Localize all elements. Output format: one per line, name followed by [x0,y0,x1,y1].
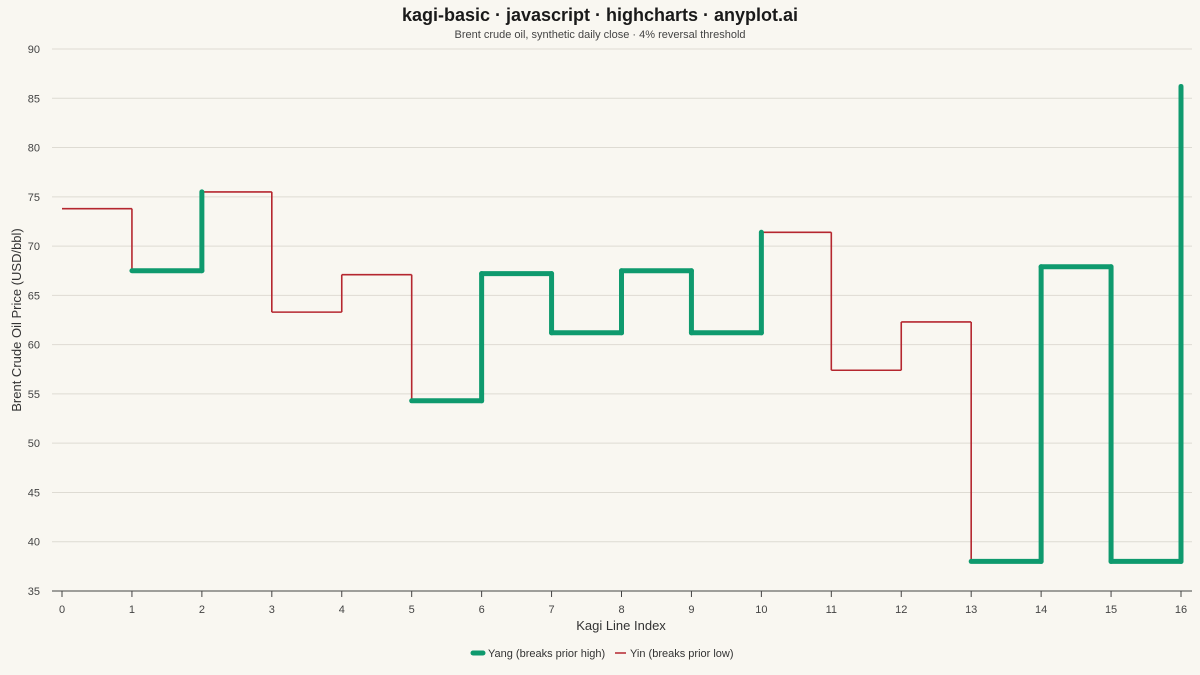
y-axis-ticks: 35 40 45 50 55 60 65 70 75 80 85 90 [28,44,40,598]
legend: Yang (breaks prior high) Yin (breaks pri… [470,648,734,660]
chart-title: kagi-basic · javascript · highcharts · a… [402,5,798,25]
x-tick-label: 10 [755,604,767,616]
x-tick-label: 11 [826,604,837,616]
y-tick-label: 35 [28,586,40,598]
kagi-lines [62,83,1184,564]
y-axis-title: Brent Crude Oil Price (USD/bbl) [9,228,24,412]
y-tick-label: 45 [28,487,40,499]
y-tick-label: 65 [28,290,40,302]
y-tick-label: 40 [28,537,40,549]
x-tick-label: 0 [59,604,65,616]
x-axis: 0 1 2 3 4 5 6 7 8 9 10 11 12 13 14 15 16 [52,590,1192,616]
x-tick-label: 16 [1175,604,1187,616]
x-tick-label: 9 [688,604,694,616]
y-tick-label: 85 [28,93,40,105]
legend-yang-label: Yang (breaks prior high) [488,648,605,660]
x-tick-label: 6 [479,604,485,616]
legend-item-yang[interactable]: Yang (breaks prior high) [470,648,605,660]
y-tick-label: 60 [28,340,40,352]
x-tick-label: 7 [549,604,555,616]
x-tick-label: 4 [339,604,345,616]
x-tick-label: 12 [895,604,907,616]
chart-subtitle: Brent crude oil, synthetic daily close ·… [454,29,745,41]
x-tick-label: 1 [129,604,135,616]
legend-item-yin[interactable]: Yin (breaks prior low) [615,648,734,660]
y-tick-label: 50 [28,438,40,450]
y-tick-label: 55 [28,389,40,401]
x-tick-label: 8 [618,604,624,616]
y-tick-label: 80 [28,143,40,155]
y-tick-label: 90 [28,44,40,56]
x-tick-label: 5 [409,604,415,616]
x-tick-label: 3 [269,604,275,616]
x-axis-title: Kagi Line Index [576,618,666,633]
x-tick-label: 2 [199,604,205,616]
y-tick-label: 70 [28,241,40,253]
legend-yin-label: Yin (breaks prior low) [630,648,734,660]
x-tick-label: 13 [965,604,977,616]
y-tick-label: 75 [28,192,40,204]
x-tick-label: 14 [1035,604,1047,616]
x-tick-label: 15 [1105,604,1117,616]
